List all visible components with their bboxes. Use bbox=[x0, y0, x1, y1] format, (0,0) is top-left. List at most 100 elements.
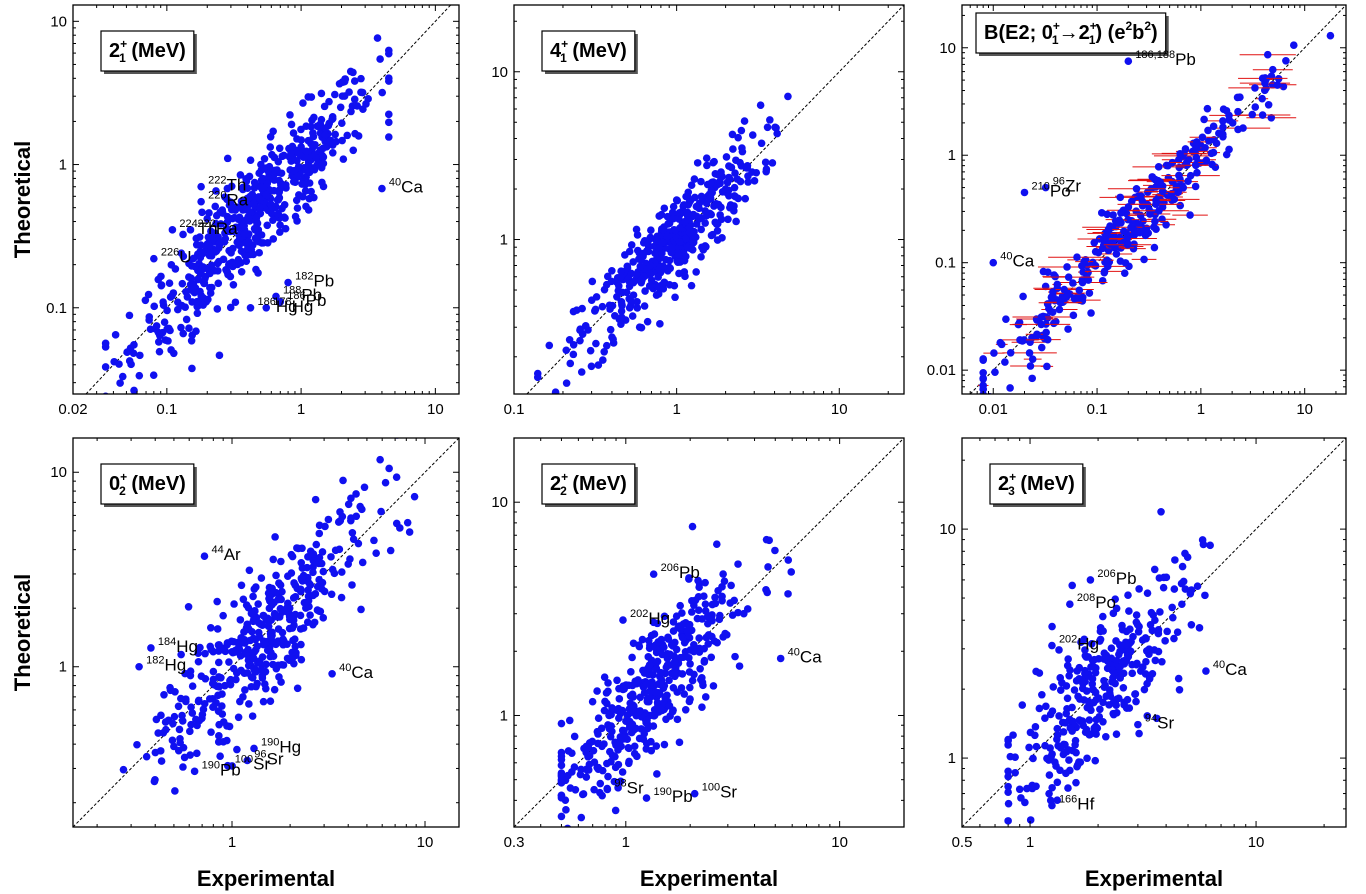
plot-frame bbox=[513, 4, 905, 395]
nucleus-label: 186Hg bbox=[258, 296, 298, 316]
y-tick-label: 10 bbox=[50, 13, 67, 30]
annotated-point bbox=[150, 254, 158, 263]
nucleus-label: 190Hg bbox=[261, 736, 301, 756]
annotated-point bbox=[1086, 576, 1095, 584]
x-tick-label: 10 bbox=[427, 401, 444, 418]
x-tick-label: 0.1 bbox=[1087, 401, 1108, 418]
svg-text:2+2 (MeV): 2+ 2 (MeV) bbox=[550, 470, 627, 498]
nucleus-label: 226U bbox=[161, 247, 192, 267]
nucleus-label: 224Th bbox=[179, 218, 217, 238]
x-tick-label: 0.1 bbox=[504, 401, 525, 418]
plot-frame bbox=[513, 437, 905, 828]
nucleus-label: 208Po bbox=[1077, 592, 1116, 612]
x-tick-label: 0.3 bbox=[504, 834, 525, 851]
nucleus-label: 40Ca bbox=[788, 646, 823, 666]
y-tick-label: 1 bbox=[948, 147, 956, 164]
nucleus-label: 182Hg bbox=[146, 655, 186, 675]
y-tick-label: 1 bbox=[500, 232, 508, 249]
panel-title: 0+ 2 (MeV) bbox=[100, 463, 197, 507]
nucleus-label: 40Ca bbox=[1213, 659, 1248, 679]
x-tick-label: 10 bbox=[1248, 834, 1265, 851]
svg-text:0+2 (MeV): 0+ 2 (MeV) bbox=[109, 470, 186, 498]
annotated-point bbox=[776, 654, 785, 663]
nucleus-label: 100Sr bbox=[235, 754, 271, 774]
annotated-point bbox=[147, 644, 155, 652]
x-tick-label: 0.1 bbox=[156, 401, 177, 418]
panel-title: 2+ 3 (MeV) bbox=[989, 463, 1086, 507]
panel-title: 2+ 1 (MeV) bbox=[100, 30, 197, 74]
annotated-point bbox=[190, 767, 199, 776]
y-tick-label: 10 bbox=[939, 521, 956, 538]
x-tick-label: 10 bbox=[831, 834, 848, 851]
annotated-point bbox=[642, 794, 651, 802]
x-tick-label: 10 bbox=[1296, 401, 1313, 418]
x-tick-label: 1 bbox=[1026, 834, 1034, 851]
annotated-point bbox=[186, 226, 195, 234]
annotated-point bbox=[328, 669, 336, 678]
nucleus-label: 202Hg bbox=[1059, 634, 1099, 654]
nucleus-label: 182Pb bbox=[295, 271, 334, 291]
annotated-point bbox=[1048, 801, 1056, 810]
x-tick-label: 10 bbox=[831, 401, 848, 418]
panel-title: 4+ 1 (MeV) bbox=[541, 30, 638, 74]
nucleus-label: 222Ra bbox=[197, 218, 238, 238]
nucleus-label: 206Pb bbox=[661, 562, 700, 582]
annotated-point bbox=[272, 292, 280, 301]
y-tick-label: 0.1 bbox=[935, 255, 956, 272]
panel-pbe2: 0.01 0.1 1 10 0.01 0.1 1 10 B(E2; 0+ 1→2+ 1) (e2b2… bbox=[927, 4, 1347, 418]
x-tick-label: 1 bbox=[1197, 401, 1205, 418]
nucleus-label: 100Sr bbox=[702, 782, 738, 802]
plot-frame bbox=[961, 437, 1347, 828]
plot-frame bbox=[72, 437, 460, 828]
y-tick-label: 0.01 bbox=[927, 362, 956, 379]
diagonal-line bbox=[962, 438, 1346, 827]
x-tick-label: 0.01 bbox=[979, 401, 1008, 418]
nucleus-label: 40Ca bbox=[389, 177, 424, 197]
panel-p23: 0.5 1 10 1 10 2+ 3 (MeV) 206Pb 208Po 202Hg 40Ca 94S… bbox=[939, 437, 1347, 891]
annotated-point bbox=[619, 616, 627, 624]
x-tick-label: 1 bbox=[622, 834, 630, 851]
scatter-points bbox=[533, 92, 792, 394]
svg-text:2+1 (MeV): 2+ 1 (MeV) bbox=[109, 37, 186, 65]
y-tick-label: 1 bbox=[948, 750, 956, 767]
x-axis-title: Experimental bbox=[1085, 866, 1223, 891]
x-axis-title: Experimental bbox=[640, 866, 778, 891]
nucleus-label: 96Zr bbox=[1053, 176, 1082, 196]
annotated-point bbox=[1048, 641, 1056, 650]
scatter-points bbox=[101, 34, 393, 394]
nucleus-label: 94Sr bbox=[1145, 713, 1175, 733]
svg-text:2+3 (MeV): 2+ 3 (MeV) bbox=[998, 470, 1075, 498]
y-tick-label: 1 bbox=[59, 157, 67, 174]
y-tick-label: 10 bbox=[491, 494, 508, 511]
nucleus-label: 222Th bbox=[208, 175, 246, 195]
nucleus-label: 202Hg bbox=[630, 608, 670, 628]
plot-frame bbox=[72, 4, 460, 395]
nucleus-label: 166Hf bbox=[1059, 794, 1095, 814]
annotated-point bbox=[168, 226, 177, 234]
annotated-point bbox=[243, 756, 252, 765]
nucleus-label: 190Pb bbox=[202, 759, 241, 779]
plot-frame bbox=[961, 4, 1347, 395]
annotated-point bbox=[284, 278, 292, 287]
scatter-points bbox=[557, 522, 796, 827]
x-axis-title: Experimental bbox=[197, 866, 335, 891]
y-tick-label: 10 bbox=[939, 40, 956, 57]
annotated-point bbox=[223, 761, 232, 770]
nucleus-label: 188Pb bbox=[283, 284, 322, 304]
nucleus-label: 206Pb bbox=[1097, 568, 1136, 588]
annotated-point bbox=[690, 789, 699, 798]
x-tick-label: 1 bbox=[297, 401, 305, 418]
diagonal-line bbox=[73, 438, 459, 827]
nucleus-label: 40Ca bbox=[1000, 251, 1035, 271]
svg-text:4+1 (MeV): 4+ 1 (MeV) bbox=[550, 37, 627, 65]
y-tick-label: 1 bbox=[500, 707, 508, 724]
annotated-point bbox=[135, 662, 143, 671]
nucleus-label: 44Ar bbox=[211, 544, 241, 564]
x-tick-label: 1 bbox=[672, 401, 680, 418]
annotated-point bbox=[1124, 57, 1133, 65]
annotated-point bbox=[603, 785, 612, 794]
x-tick-label: 0.02 bbox=[58, 401, 87, 418]
